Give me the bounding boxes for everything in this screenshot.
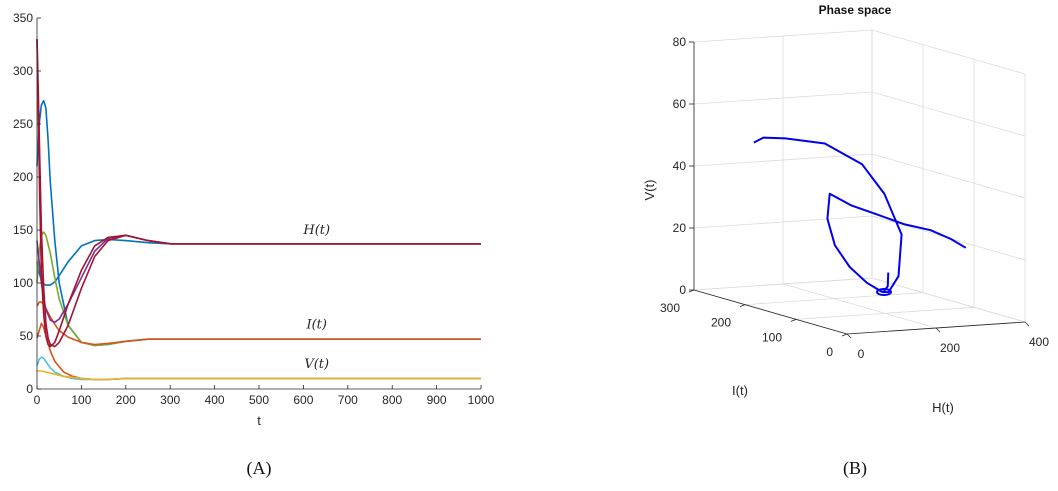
x-axis-label: t	[257, 413, 261, 428]
x-tick-label: 300	[160, 393, 180, 407]
x-tick-label: 700	[338, 393, 358, 407]
y-tick-label: 50	[20, 329, 34, 343]
v-tick-label: 60	[673, 97, 687, 111]
side-grid-line	[872, 154, 1025, 198]
side-grid-line	[872, 30, 1025, 74]
y-tick-label: 150	[13, 223, 33, 237]
series-line-3	[37, 232, 481, 345]
series-line-7	[37, 39, 481, 346]
i-tick-mark	[740, 305, 745, 307]
caption-a: (A)	[247, 458, 272, 479]
v-tick-label: 80	[673, 35, 687, 49]
series-lines	[37, 39, 481, 379]
x-tick-label: 500	[249, 393, 269, 407]
h-axis-label: H(t)	[932, 400, 954, 415]
i-tick-label: 300	[660, 301, 680, 315]
series-line-10	[37, 371, 481, 380]
x-tick-label: 1000	[468, 393, 495, 407]
x-tick-label: 0	[34, 393, 41, 407]
h-tick-mark	[847, 334, 851, 338]
h-tick-label: 400	[1029, 335, 1049, 349]
i-tick-mark	[791, 319, 796, 321]
x-tick-label: 600	[293, 393, 313, 407]
x-tick-label: 900	[427, 393, 447, 407]
y-tick-label: 200	[13, 170, 33, 184]
x-tick-label: 200	[116, 393, 136, 407]
v-axis-label: V(t)	[642, 180, 657, 201]
i-tick-mark	[842, 334, 847, 336]
v-tick-label: 20	[673, 221, 687, 235]
trajectory-2	[827, 194, 965, 292]
panel-b-grid	[694, 30, 1025, 334]
phase-trajectories	[754, 138, 966, 295]
panel-b-phase-space: 0 200 400 0 100 200 300 0 20 40 60 80 Phase space H…	[642, 3, 1049, 479]
curve-annotation: V(t)	[304, 357, 329, 372]
side-grid-line	[872, 278, 1025, 322]
h-tick-label: 200	[940, 341, 960, 355]
v-tick-label: 0	[679, 283, 686, 297]
y-tick-label: 300	[13, 64, 33, 78]
panel-a-ticks: 0 100 200 300 400 500 600 700 800 900 1000 0 50 100 15…	[13, 11, 495, 407]
curve-annotations: H(t) I(t) V(t)	[302, 223, 330, 372]
i-tick-label: 200	[711, 316, 731, 330]
x-tick-label: 400	[205, 393, 225, 407]
i-axis-label: I(t)	[732, 383, 748, 398]
floor-grid-line	[796, 307, 974, 319]
series-line-8	[37, 39, 481, 346]
floor-grid-line	[783, 284, 936, 328]
i-tick-label: 100	[762, 330, 782, 344]
curve-annotation: I(t)	[305, 318, 327, 333]
y-tick-label: 250	[13, 117, 33, 131]
floor-grid-line	[745, 293, 923, 305]
caption-b: (B)	[843, 458, 867, 479]
panel-a-axes	[37, 18, 481, 389]
h-tick-label: 0	[858, 347, 865, 361]
series-line-9	[37, 357, 481, 379]
panel-a-time-series: 0 100 200 300 400 500 600 700 800 900 1000 0 50 100 15…	[13, 11, 495, 479]
series-line-2	[37, 101, 481, 346]
i-tick-label: 0	[826, 345, 833, 359]
h-tick-mark	[936, 328, 940, 332]
series-line-4	[37, 302, 481, 344]
x-tick-label: 100	[71, 393, 91, 407]
series-line-6	[37, 235, 481, 322]
y-tick-label: 350	[13, 11, 33, 25]
y-tick-label: 0	[26, 382, 33, 396]
side-grid-line	[872, 92, 1025, 136]
y-tick-label: 100	[13, 276, 33, 290]
x-tick-label: 800	[382, 393, 402, 407]
h-tick-mark	[1025, 322, 1029, 326]
curve-annotation: H(t)	[302, 223, 330, 238]
chart-title: Phase space	[819, 3, 892, 17]
series-line-5	[37, 323, 481, 379]
v-tick-label: 40	[673, 159, 687, 173]
